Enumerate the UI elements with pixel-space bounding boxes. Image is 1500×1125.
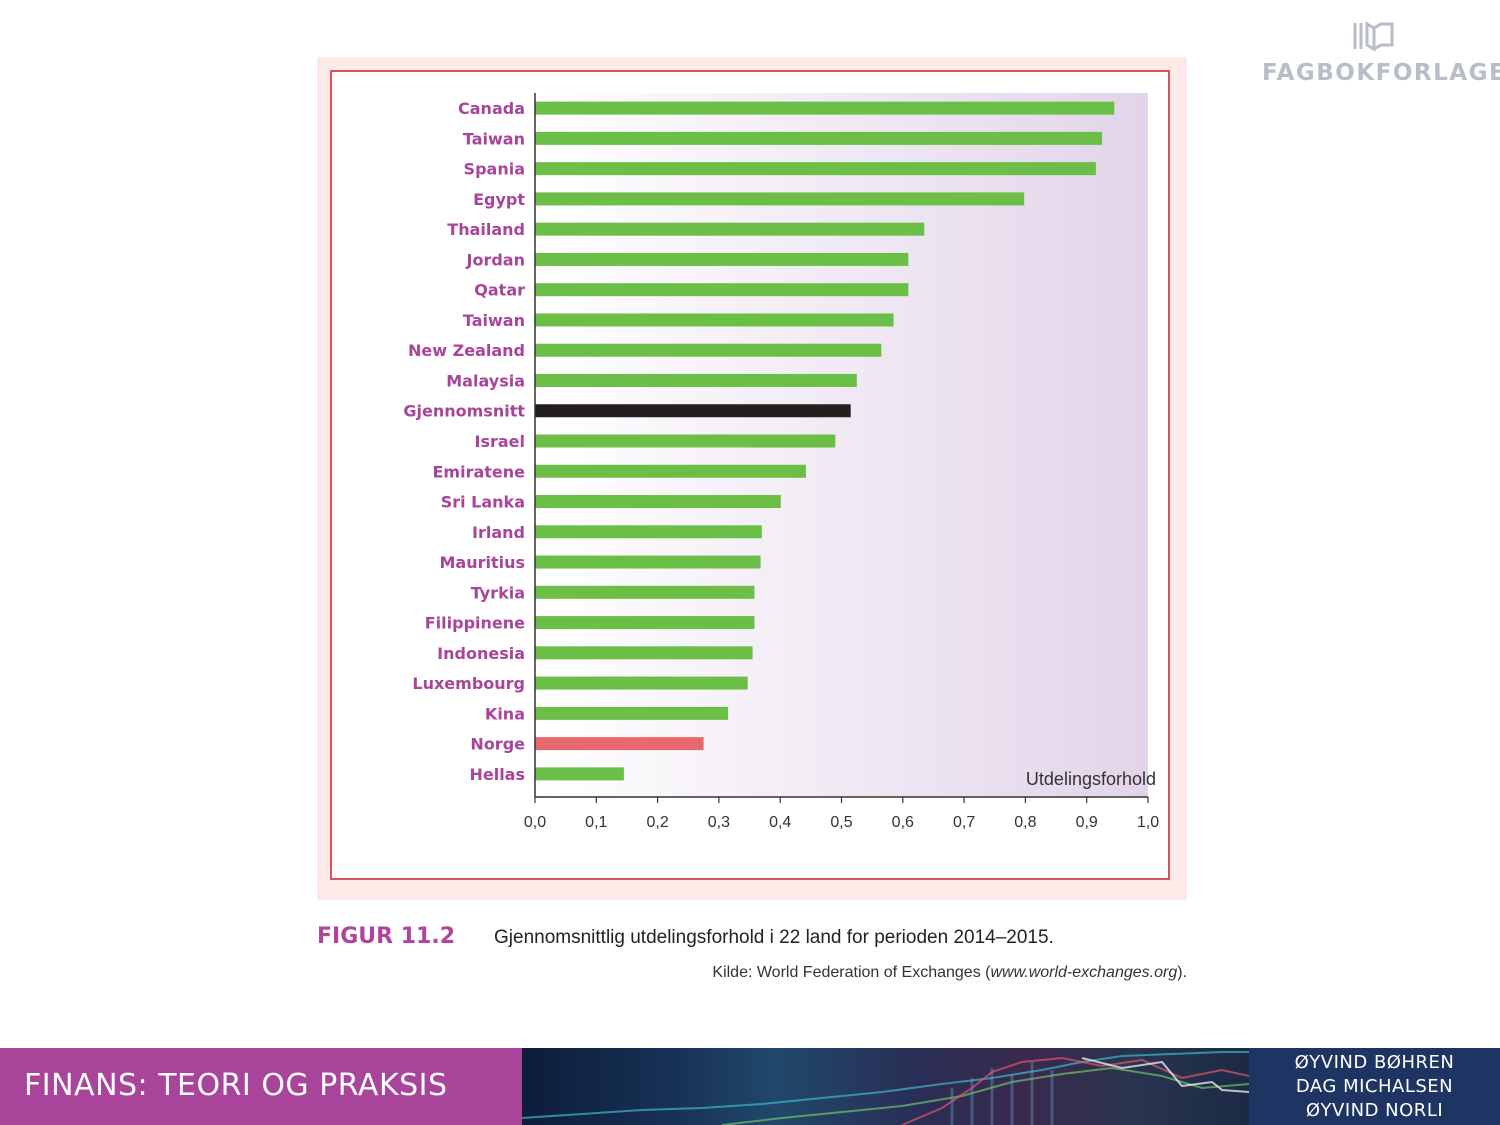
category-label-14: Irland <box>472 523 525 542</box>
bar-malaysia-9 <box>535 373 857 387</box>
x-tick-label-7: 0,7 <box>953 814 975 831</box>
category-label-10: Gjennomsnitt <box>403 402 525 421</box>
figure-label: FIGUR 11.2 <box>317 924 456 949</box>
category-label-17: Filippinene <box>425 614 525 633</box>
book-title: FINANS: TEORI OG PRAKSIS <box>24 1068 448 1103</box>
x-tick-label-0: 0,0 <box>524 814 546 831</box>
author-2: DAG MICHALSEN <box>1295 1075 1454 1097</box>
category-label-20: Kina <box>485 704 525 723</box>
bar-gjennomsnitt-10 <box>535 404 851 418</box>
figure-frame: Canada Taiwan Spania Egypt Thailand Jordan Qat… <box>317 57 1187 900</box>
bar-hellas-22 <box>535 767 624 781</box>
chart-panel: Canada Taiwan Spania Egypt Thailand Jordan Qat… <box>330 70 1170 880</box>
source-url[interactable]: www.world-exchanges.org <box>990 964 1178 981</box>
author-1: ØYVIND BØHREN <box>1294 1051 1455 1073</box>
x-tick-label-4: 0,4 <box>769 814 791 831</box>
book-icon <box>1353 21 1394 52</box>
source-suffix: ). <box>1177 964 1187 981</box>
figure-caption: Gjennomsnittlig utdelingsforhold i 22 la… <box>494 927 1054 948</box>
category-label-12: Emiratene <box>432 462 525 481</box>
category-label-22: Hellas <box>469 765 525 784</box>
footer-title-block: FINANS: TEORI OG PRAKSIS <box>0 1048 522 1125</box>
category-label-11: Israel <box>475 432 526 451</box>
x-tick-label-10: 1,0 <box>1137 814 1159 831</box>
bar-sri-lanka-13 <box>535 495 781 509</box>
category-label-16: Tyrkia <box>471 583 525 602</box>
bar-israel-11 <box>535 434 836 448</box>
bar-emiratene-12 <box>535 464 806 478</box>
category-label-6: Qatar <box>474 281 525 300</box>
category-label-15: Mauritius <box>439 553 525 572</box>
category-label-1: Taiwan <box>463 129 525 148</box>
bar-taiwan-1 <box>535 131 1103 145</box>
bar-jordan-5 <box>535 252 909 266</box>
footer-bar: FINANS: TEORI OG PRAKSIS ØYVIND BØHREN D… <box>0 1048 1500 1125</box>
bar-egypt-3 <box>535 192 1025 206</box>
bar-irland-14 <box>535 525 762 539</box>
x-tick-label-5: 0,5 <box>830 814 852 831</box>
publisher-logo: FAGBOKFORLAGET <box>1262 20 1500 86</box>
footer-authors: ØYVIND BØHREN DAG MICHALSEN ØYVIND NORLI <box>1249 1048 1500 1125</box>
author-3: ØYVIND NORLI <box>1305 1099 1444 1121</box>
category-label-13: Sri Lanka <box>441 493 525 512</box>
x-tick-label-6: 0,6 <box>892 814 914 831</box>
x-tick-label-2: 0,2 <box>646 814 668 831</box>
publisher-name: FAGBOKFORLAGET <box>1262 60 1500 86</box>
x-tick-label-8: 0,8 <box>1014 814 1036 831</box>
figure-source: Kilde: World Federation of Exchanges (ww… <box>712 964 1187 982</box>
bar-spania-2 <box>535 162 1096 176</box>
bar-filippinene-17 <box>535 616 755 630</box>
category-label-9: Malaysia <box>446 371 525 390</box>
bar-taiwan-7 <box>535 313 894 327</box>
bar-norge-21 <box>535 737 704 751</box>
bar-new-zealand-8 <box>535 343 882 357</box>
bar-indonesia-18 <box>535 646 753 660</box>
x-tick-label-1: 0,1 <box>585 814 607 831</box>
x-tick-label-3: 0,3 <box>708 814 730 831</box>
category-label-4: Thailand <box>447 220 525 239</box>
category-label-3: Egypt <box>473 190 525 209</box>
x-axis-label: Utdelingsforhold <box>1026 769 1156 789</box>
bar-kina-20 <box>535 706 729 720</box>
category-label-18: Indonesia <box>437 644 525 663</box>
category-label-2: Spania <box>464 160 525 179</box>
bar-chart: Canada Taiwan Spania Egypt Thailand Jordan Qat… <box>403 93 1159 831</box>
category-label-7: Taiwan <box>463 311 525 330</box>
bar-tyrkia-16 <box>535 585 755 599</box>
bar-mauritius-15 <box>535 555 761 569</box>
bar-canada-0 <box>535 101 1115 115</box>
category-label-0: Canada <box>458 99 525 118</box>
category-label-19: Luxembourg <box>412 674 525 693</box>
x-tick-label-9: 0,9 <box>1076 814 1098 831</box>
category-label-8: New Zealand <box>408 341 525 360</box>
source-prefix: Kilde: World Federation of Exchanges ( <box>712 964 991 981</box>
footer-finance-graphic <box>522 1048 1249 1125</box>
bar-qatar-6 <box>535 283 909 297</box>
bar-thailand-4 <box>535 222 925 236</box>
category-label-5: Jordan <box>466 250 525 269</box>
bar-luxembourg-19 <box>535 676 748 690</box>
category-label-21: Norge <box>470 735 525 754</box>
